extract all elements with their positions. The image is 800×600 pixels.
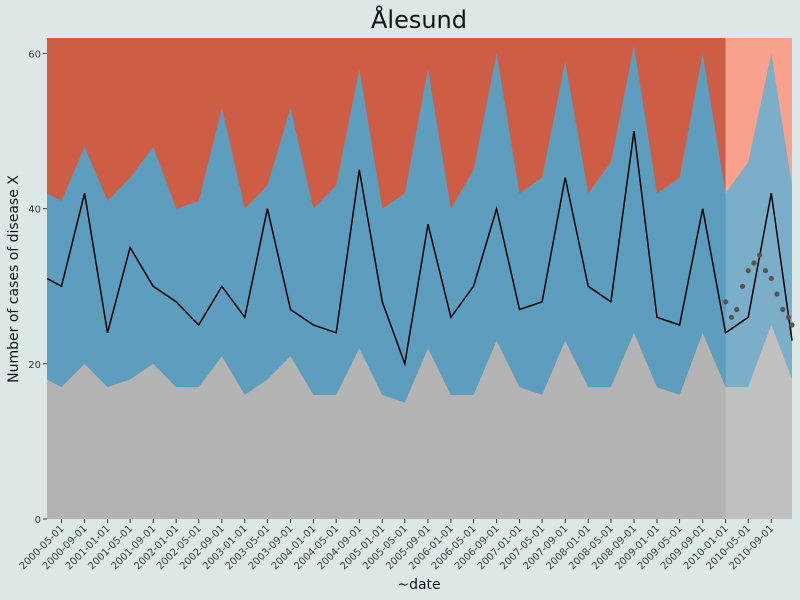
- prediction-point: [739, 283, 746, 289]
- prediction-point: [734, 306, 740, 313]
- prediction-point: [757, 252, 763, 258]
- prediction-point: [728, 314, 735, 320]
- y-tick-label: 0: [35, 515, 41, 526]
- prediction-point: [768, 275, 774, 282]
- prediction-point: [762, 268, 769, 274]
- prediction-overlay: [725, 38, 792, 519]
- y-tick-label: 40: [28, 205, 41, 216]
- y-axis: 0 20 40 60: [28, 50, 47, 526]
- prediction-point: [785, 314, 792, 320]
- middle-band: [47, 45, 792, 403]
- x-axis: 2000-05-012000-09-012001-01-012001-05-01…: [18, 519, 776, 572]
- plot-area: [46, 38, 795, 519]
- x-axis-title: ~date: [397, 577, 440, 593]
- observed-series-line: [46, 130, 793, 367]
- prediction-point: [745, 268, 751, 274]
- y-tick-label: 60: [28, 50, 41, 61]
- y-axis-title: Number of cases of disease X: [6, 175, 22, 383]
- prediction-point: [723, 299, 729, 305]
- chart-title: Ålesund: [371, 5, 467, 34]
- prediction-point: [780, 306, 786, 313]
- prediction-point: [774, 291, 780, 297]
- prediction-point: [751, 260, 757, 266]
- lower-band: [47, 325, 792, 519]
- y-tick-label: 20: [28, 360, 41, 371]
- prediction-point: [789, 322, 795, 328]
